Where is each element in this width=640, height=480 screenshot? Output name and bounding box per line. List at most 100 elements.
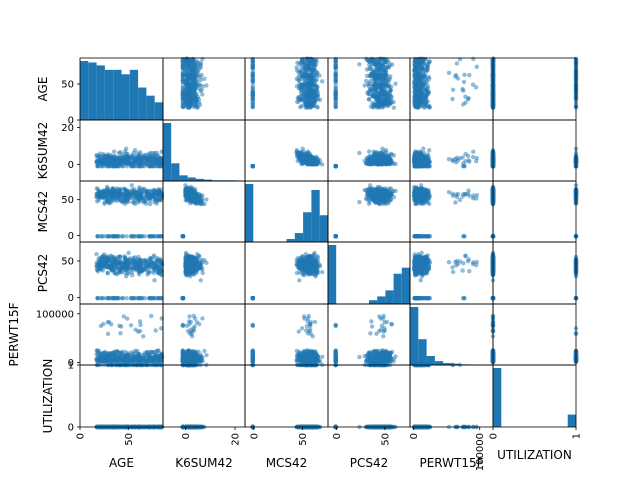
scatter-point bbox=[315, 85, 320, 90]
scatter-point bbox=[425, 67, 430, 73]
scatter-point bbox=[373, 74, 378, 80]
scatter-point bbox=[388, 97, 394, 102]
scatter-point bbox=[186, 105, 192, 110]
scatter-point bbox=[105, 234, 111, 239]
scatter-point bbox=[467, 72, 472, 78]
cell-age-perwt15f bbox=[409, 56, 494, 121]
cell-age-age bbox=[79, 57, 164, 121]
scatter-point bbox=[295, 158, 300, 164]
scatter-point bbox=[415, 61, 420, 66]
scatter-point bbox=[195, 105, 200, 110]
scatter-point bbox=[204, 83, 209, 88]
scatter-point bbox=[413, 164, 418, 169]
hist-bar bbox=[163, 123, 172, 181]
scatter-point bbox=[364, 73, 370, 79]
scatter-point bbox=[250, 104, 255, 110]
scatter-point bbox=[295, 99, 300, 105]
scatter-point bbox=[300, 157, 305, 162]
scatter-point bbox=[369, 161, 374, 166]
hist-bar bbox=[80, 61, 89, 120]
scatter-point bbox=[131, 194, 136, 199]
scatter-point bbox=[421, 164, 426, 169]
cell-k6sum42-perwt15f bbox=[409, 119, 494, 182]
scatter-point bbox=[461, 79, 467, 85]
scatter-point bbox=[311, 76, 316, 82]
scatter-point bbox=[300, 146, 305, 151]
scatter-point bbox=[110, 188, 116, 194]
scatter-point bbox=[300, 83, 305, 88]
scatter-point bbox=[421, 83, 426, 88]
scatter-point bbox=[312, 93, 317, 98]
hist-bar bbox=[138, 87, 147, 120]
scatter-point bbox=[393, 81, 398, 86]
scatter-point bbox=[387, 102, 392, 107]
scatter-point bbox=[421, 61, 426, 66]
scatter-point bbox=[102, 201, 107, 206]
scatter-point bbox=[419, 78, 424, 83]
scatter-point bbox=[142, 164, 148, 169]
scatter-point bbox=[308, 161, 313, 166]
hist-bar bbox=[88, 62, 97, 120]
scatter-point bbox=[320, 79, 325, 84]
scatter-point bbox=[333, 104, 338, 110]
scatter-point bbox=[415, 65, 420, 70]
scatter-point bbox=[333, 61, 338, 66]
cell-frame bbox=[244, 119, 329, 182]
hist-bar bbox=[129, 69, 139, 120]
scatter-point bbox=[371, 70, 377, 75]
scatter-point bbox=[357, 150, 362, 156]
scatter-point bbox=[379, 151, 384, 156]
scatter-point bbox=[450, 87, 456, 93]
scatter-point bbox=[369, 56, 374, 61]
scatter-point bbox=[412, 159, 417, 164]
scatter-point bbox=[196, 97, 201, 102]
scatter-point bbox=[306, 90, 311, 95]
cell-frame bbox=[492, 119, 577, 182]
scatter-point bbox=[377, 61, 382, 66]
scatter-point bbox=[105, 152, 110, 157]
scatter-point bbox=[250, 83, 255, 88]
scatter-point bbox=[461, 164, 466, 169]
scatter-point bbox=[463, 100, 468, 105]
scatter-point bbox=[198, 63, 203, 68]
scatter-point bbox=[303, 69, 308, 74]
cell-frame bbox=[492, 57, 577, 121]
scatter-point bbox=[421, 146, 426, 151]
scatter-point bbox=[427, 76, 432, 82]
scatter-point bbox=[455, 76, 461, 81]
scatter-point bbox=[380, 157, 385, 162]
scatter-point bbox=[377, 105, 382, 110]
scatter-point bbox=[470, 154, 476, 160]
scatter-point bbox=[199, 87, 204, 93]
scatter-point bbox=[148, 201, 153, 207]
scatter-point bbox=[180, 61, 186, 66]
scatter-point bbox=[124, 197, 129, 202]
scatter-point bbox=[95, 199, 100, 204]
cell-frame bbox=[162, 57, 246, 121]
scatter-point bbox=[95, 234, 100, 239]
scatter-point bbox=[315, 159, 321, 164]
scatter-point bbox=[131, 158, 136, 163]
scatter-point bbox=[184, 56, 190, 61]
scatter-point bbox=[302, 61, 307, 66]
scatter-point bbox=[467, 159, 472, 164]
hist-bar bbox=[104, 69, 114, 120]
scatter-point bbox=[153, 164, 158, 169]
scatter-point bbox=[357, 62, 362, 67]
scatter-point bbox=[303, 105, 309, 110]
scatter-point bbox=[137, 197, 142, 202]
scatter-point bbox=[315, 90, 321, 95]
scatter-point bbox=[309, 97, 314, 102]
scatter-point bbox=[317, 73, 322, 78]
scatter-point bbox=[317, 97, 323, 103]
scatter-point bbox=[250, 57, 255, 62]
matrix-cells bbox=[79, 56, 579, 430]
scatter-point bbox=[446, 157, 452, 162]
scatter-point bbox=[250, 97, 255, 102]
scatter-point bbox=[250, 76, 255, 81]
scatter-point bbox=[147, 164, 153, 169]
scatter-point bbox=[133, 164, 139, 169]
scatter-point bbox=[250, 91, 255, 97]
hist-bar bbox=[154, 102, 163, 120]
scatter-point bbox=[424, 93, 429, 98]
